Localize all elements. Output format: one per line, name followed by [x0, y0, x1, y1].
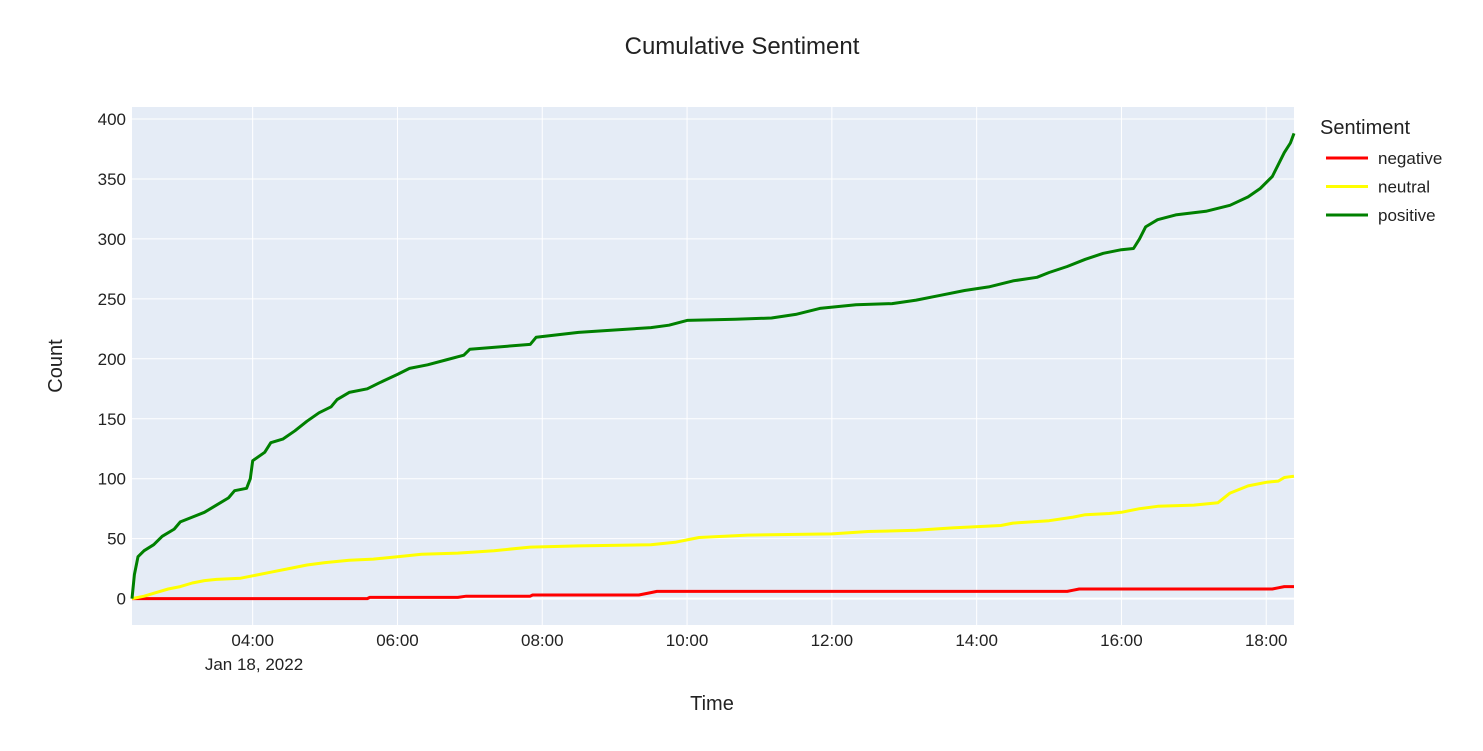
y-tick-label: 200: [98, 350, 126, 369]
y-axis-title: Count: [45, 339, 67, 393]
y-tick-label: 100: [98, 470, 126, 489]
x-tick-label: 18:00: [1245, 631, 1288, 650]
legend-label: neutral: [1378, 178, 1430, 197]
series-line-negative: [132, 585, 1294, 601]
x-tick-label: 10:00: [666, 631, 709, 650]
y-tick-label: 0: [117, 590, 126, 609]
x-tick-label: 12:00: [811, 631, 854, 650]
x-tick-label: 08:00: [521, 631, 564, 650]
x-axis-title: Time: [690, 693, 734, 715]
legend-item-positive[interactable]: positive: [1326, 206, 1436, 225]
series-lines: [130, 132, 1296, 601]
chart-title: Cumulative Sentiment: [625, 33, 860, 60]
y-tick-label: 400: [98, 110, 126, 129]
y-tick-label: 350: [98, 170, 126, 189]
series-line-neutral: [131, 474, 1295, 601]
legend-label: negative: [1378, 149, 1442, 168]
legend-item-neutral[interactable]: neutral: [1326, 178, 1430, 197]
legend-item-negative[interactable]: negative: [1326, 149, 1442, 168]
x-axis-date-label: Jan 18, 2022: [205, 655, 303, 674]
y-tick-label: 50: [107, 530, 126, 549]
y-tick-label: 250: [98, 290, 126, 309]
plot-area: [132, 107, 1294, 625]
y-tick-label: 300: [98, 230, 126, 249]
series-line-positive: [130, 132, 1296, 599]
y-axis-ticks: 0 50 100 150 200 250 300 350 400: [98, 110, 126, 609]
legend[interactable]: Sentiment negative neutral positive: [1320, 117, 1442, 225]
x-tick-label: 04:00: [231, 631, 274, 650]
y-tick-label: 150: [98, 410, 126, 429]
x-tick-label: 16:00: [1100, 631, 1143, 650]
grid-lines: [132, 107, 1294, 625]
x-tick-label: 14:00: [955, 631, 998, 650]
x-axis-ticks: 04:00 06:00 08:00 10:00 12:00 14:00 16:00 18:00: [231, 631, 1287, 650]
legend-title: Sentiment: [1320, 117, 1410, 139]
legend-label: positive: [1378, 206, 1436, 225]
x-tick-label: 06:00: [376, 631, 419, 650]
